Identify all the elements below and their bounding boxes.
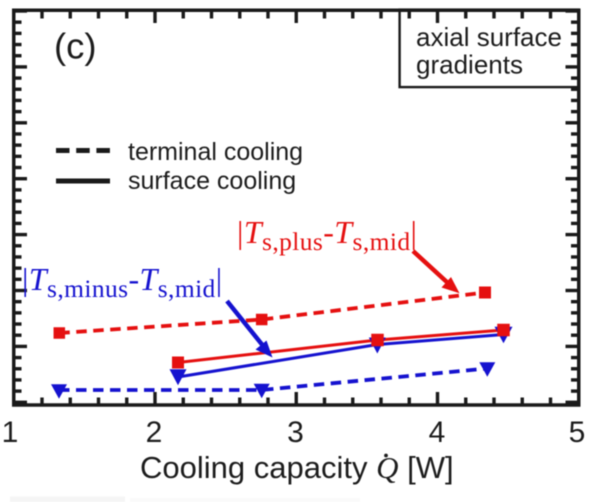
svg-text:|Ts,plus-Ts,mid|: |Ts,plus-Ts,mid| <box>237 214 417 256</box>
svg-text:2: 2 <box>146 416 163 449</box>
svg-text:axial surface: axial surface <box>416 22 562 52</box>
svg-text:|Ts,minus-Ts,mid|: |Ts,minus-Ts,mid| <box>22 261 223 303</box>
svg-text:(c): (c) <box>54 26 97 67</box>
svg-text:Cooling capacity Q [W]: Cooling capacity Q [W] <box>140 450 454 485</box>
svg-text:terminal cooling: terminal cooling <box>128 138 303 166</box>
svg-text:4: 4 <box>429 416 446 449</box>
svg-text:3: 3 <box>287 416 304 449</box>
svg-text:gradients: gradients <box>416 50 523 80</box>
svg-text:1: 1 <box>2 416 19 449</box>
svg-text:surface cooling: surface cooling <box>128 167 296 195</box>
svg-text:5: 5 <box>569 416 586 449</box>
